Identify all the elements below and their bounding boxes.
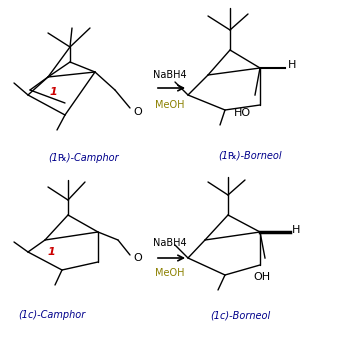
Text: MeOH: MeOH — [155, 268, 185, 278]
Text: 1: 1 — [47, 247, 55, 257]
Text: MeOH: MeOH — [155, 100, 185, 110]
Text: NaBH4: NaBH4 — [153, 70, 187, 80]
Text: NaBH4: NaBH4 — [153, 238, 187, 248]
Text: (1℞)-Borneol: (1℞)-Borneol — [218, 150, 282, 160]
Text: H: H — [292, 225, 300, 235]
Text: (1ᴄ)-Borneol: (1ᴄ)-Borneol — [210, 310, 270, 320]
Text: 1: 1 — [49, 87, 57, 97]
Text: OH: OH — [254, 272, 271, 282]
Text: H: H — [288, 60, 296, 70]
Text: HO: HO — [234, 108, 251, 118]
Text: (1ᴄ)-Camphor: (1ᴄ)-Camphor — [18, 310, 85, 320]
Text: O: O — [133, 253, 142, 263]
Text: (1℞)-Camphor: (1℞)-Camphor — [48, 153, 119, 163]
Text: O: O — [133, 107, 142, 117]
